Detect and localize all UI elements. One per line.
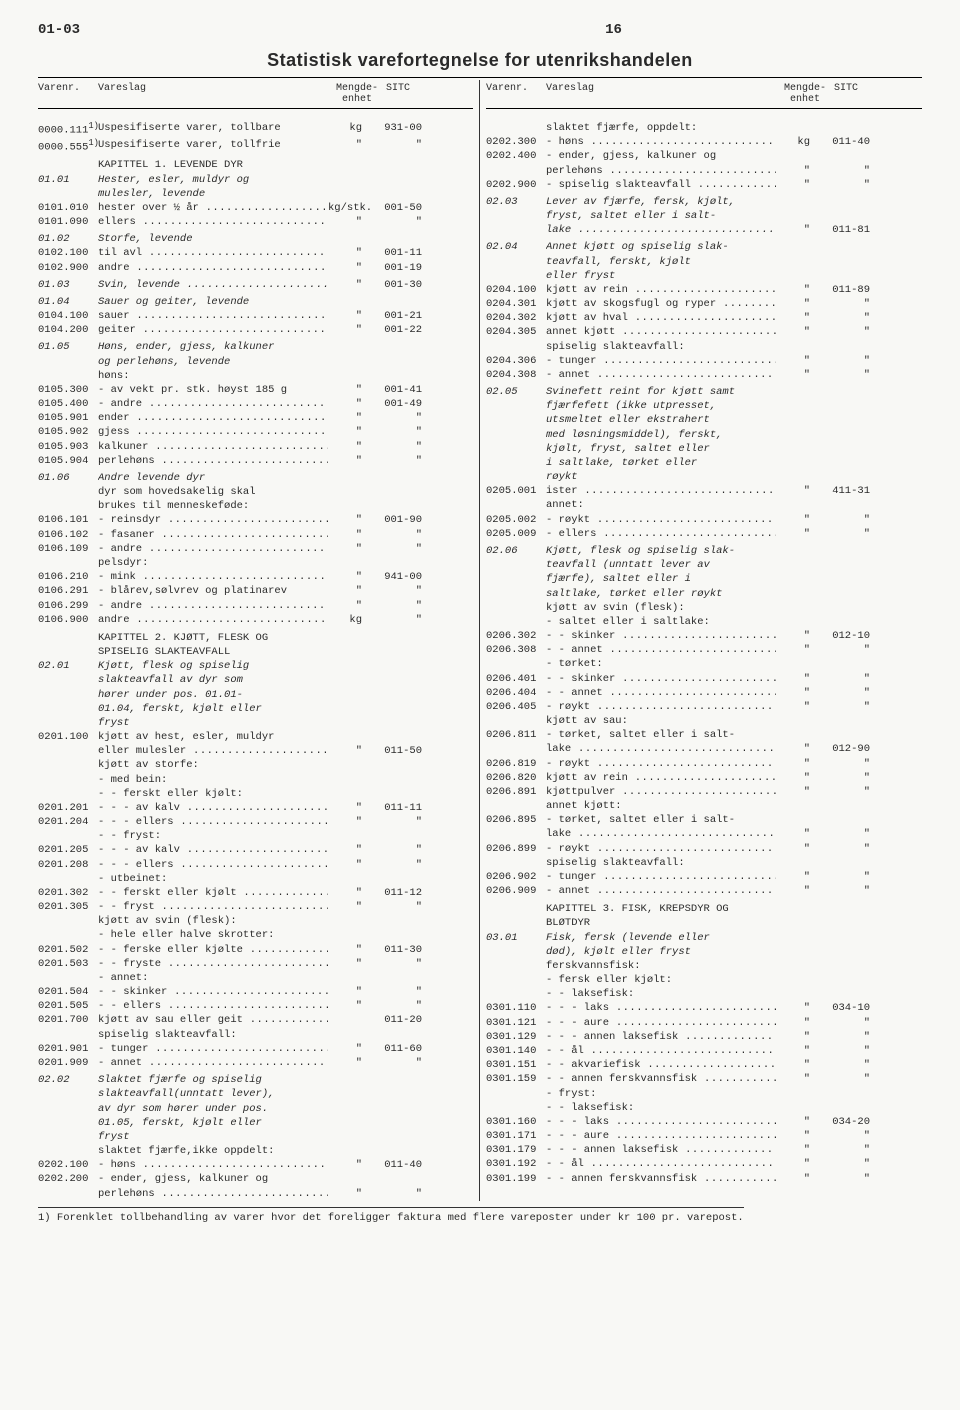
page-corner: 01-03 <box>38 22 80 38</box>
page-number: 16 <box>605 22 622 38</box>
footnote: 1) Forenklet tollbehandling av varer hvo… <box>38 1207 744 1224</box>
content-columns: Varenr. Vareslag Mengde-enhet SITC 0000.… <box>38 80 922 1201</box>
chapter-3: KAPITTEL 3. FISK, KREPSDYR OG <box>546 902 776 916</box>
chapter-2: KAPITTEL 2. KJØTT, FLESK OG <box>98 631 328 645</box>
left-body: 0000.1111)Uspesifiserte varer, tollbarek… <box>38 109 473 1201</box>
page-header: 01-03 16 <box>38 22 922 38</box>
right-body: slaktet fjærfe, oppdelt: 0202.300- hønsk… <box>486 109 922 1186</box>
hdr-mengde: Mengde-enhet <box>328 83 386 105</box>
left-col-header: Varenr. Vareslag Mengde-enhet SITC <box>38 80 473 109</box>
chapter-1: KAPITTEL 1. LEVENDE DYR <box>98 158 328 172</box>
page-title: Statistisk varefortegnelse for utenriksh… <box>38 50 922 71</box>
row: 0000.1111)Uspesifiserte varer, tollbarek… <box>38 121 473 138</box>
hdr-varenr: Varenr. <box>38 83 98 105</box>
left-column: Varenr. Vareslag Mengde-enhet SITC 0000.… <box>38 80 480 1201</box>
hdr-sitc: SITC <box>386 83 442 105</box>
row: 0000.5551)Uspesifiserte varer, tollfrie"… <box>38 138 473 155</box>
right-col-header: Varenr. Vareslag Mengde-enhet SITC <box>486 80 922 109</box>
hdr-vareslag: Vareslag <box>98 83 328 105</box>
right-column: Varenr. Vareslag Mengde-enhet SITC slakt… <box>480 80 922 1201</box>
